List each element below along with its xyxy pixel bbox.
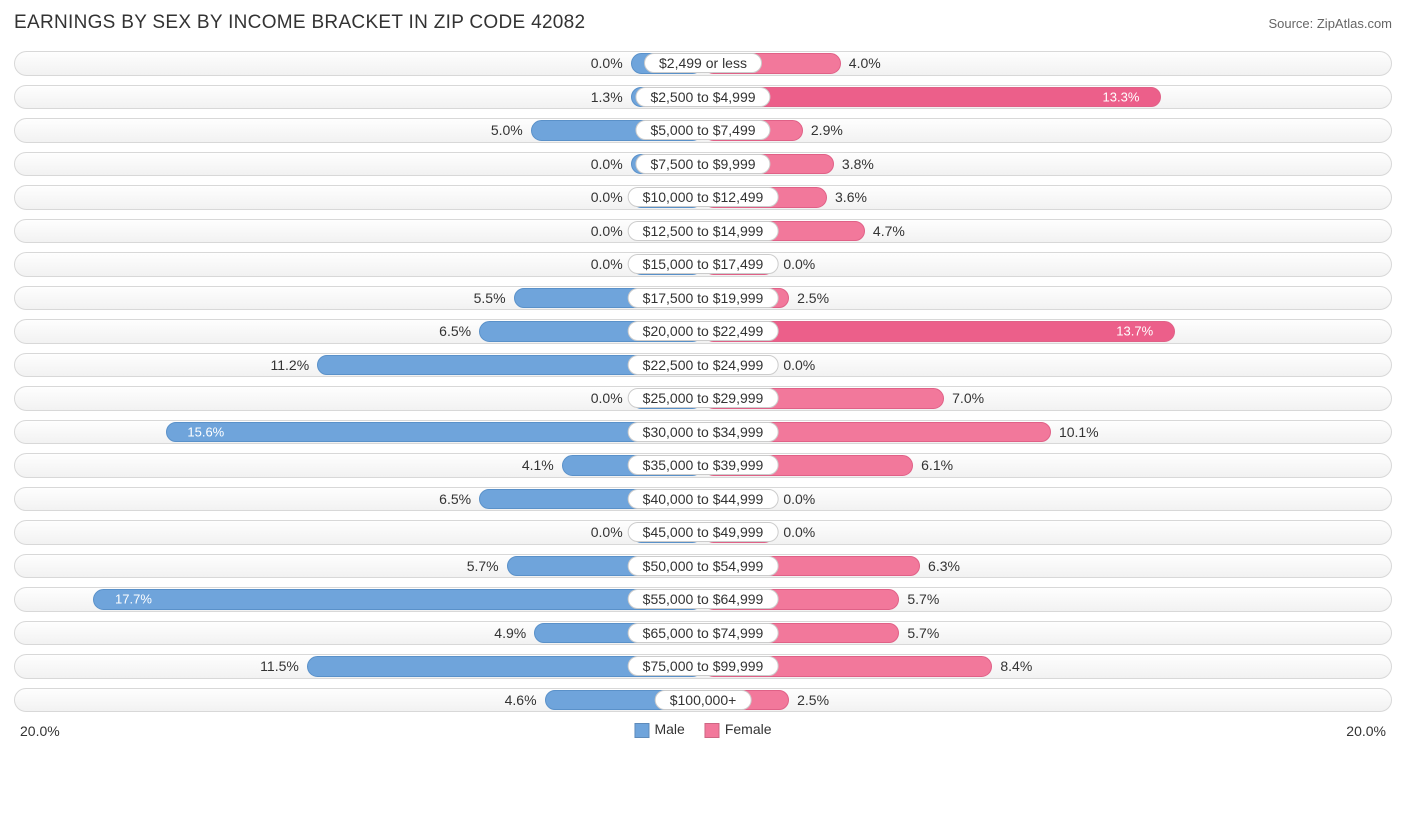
male-value: 5.7% xyxy=(467,558,507,574)
chart-row: 11.5% 8.4% $75,000 to $99,999 xyxy=(14,651,1392,682)
chart-row: 0.0% 4.7% $12,500 to $14,999 xyxy=(14,216,1392,247)
male-value: 4.6% xyxy=(505,692,545,708)
female-value: 13.3% xyxy=(1103,89,1148,104)
female-value: 0.0% xyxy=(775,524,815,540)
male-value: 1.3% xyxy=(591,89,631,105)
female-value: 0.0% xyxy=(775,357,815,373)
chart-row: 5.7% 6.3% $50,000 to $54,999 xyxy=(14,551,1392,582)
female-value: 4.7% xyxy=(865,223,905,239)
male-value: 4.9% xyxy=(494,625,534,641)
male-value: 15.6% xyxy=(179,424,224,439)
male-bar xyxy=(166,422,703,443)
bracket-label: $5,000 to $7,499 xyxy=(635,120,770,140)
chart-row: 6.5% 0.0%$40,000 to $44,999 xyxy=(14,484,1392,515)
bracket-label: $15,000 to $17,499 xyxy=(628,254,779,274)
bracket-label: $2,499 or less xyxy=(644,53,762,73)
bracket-label: $17,500 to $19,999 xyxy=(628,288,779,308)
bracket-label: $10,000 to $12,499 xyxy=(628,187,779,207)
chart-row: 0.0% 0.0%$15,000 to $17,499 xyxy=(14,249,1392,280)
female-value: 7.0% xyxy=(944,390,984,406)
bracket-label: $25,000 to $29,999 xyxy=(628,388,779,408)
chart-row: 17.7% 5.7% $55,000 to $64,999 xyxy=(14,584,1392,615)
male-value: 0.0% xyxy=(591,390,631,406)
bracket-label: $12,500 to $14,999 xyxy=(628,221,779,241)
male-value: 0.0% xyxy=(591,156,631,172)
female-value: 3.8% xyxy=(834,156,874,172)
female-value: 6.3% xyxy=(920,558,960,574)
female-value: 6.1% xyxy=(913,457,953,473)
chart-row: 6.5% 13.7% $20,000 to $22,499 xyxy=(14,316,1392,347)
axis-right-max: 20.0% xyxy=(1346,723,1386,739)
bracket-label: $50,000 to $54,999 xyxy=(628,556,779,576)
bracket-label: $2,500 to $4,999 xyxy=(635,87,770,107)
chart-row: 15.6% 10.1% $30,000 to $34,999 xyxy=(14,417,1392,448)
male-value: 5.5% xyxy=(474,290,514,306)
bracket-label: $65,000 to $74,999 xyxy=(628,623,779,643)
chart-header: EARNINGS BY SEX BY INCOME BRACKET IN ZIP… xyxy=(14,12,1392,34)
bracket-label: $40,000 to $44,999 xyxy=(628,489,779,509)
male-value: 0.0% xyxy=(591,256,631,272)
chart-title: EARNINGS BY SEX BY INCOME BRACKET IN ZIP… xyxy=(14,12,585,34)
chart-row: 0.0% 7.0% $25,000 to $29,999 xyxy=(14,383,1392,414)
chart-source: Source: ZipAtlas.com xyxy=(1268,16,1392,31)
female-value: 10.1% xyxy=(1051,424,1099,440)
chart-legend: Male Female xyxy=(634,721,771,738)
female-value: 8.4% xyxy=(992,658,1032,674)
female-value: 5.7% xyxy=(899,625,939,641)
male-value: 6.5% xyxy=(439,323,479,339)
bracket-label: $35,000 to $39,999 xyxy=(628,455,779,475)
male-bar xyxy=(93,589,703,610)
legend-female-swatch xyxy=(705,723,720,738)
legend-female: Female xyxy=(705,721,772,738)
female-value: 4.0% xyxy=(841,55,881,71)
legend-male: Male xyxy=(634,721,684,738)
male-value: 0.0% xyxy=(591,189,631,205)
bracket-label: $55,000 to $64,999 xyxy=(628,589,779,609)
chart-row: 1.3% 13.3% $2,500 to $4,999 xyxy=(14,82,1392,113)
male-value: 0.0% xyxy=(591,223,631,239)
female-bar xyxy=(703,87,1161,108)
male-value: 11.2% xyxy=(271,357,318,373)
diverging-bar-chart: 0.0% 4.0% $2,499 or less 1.3% 13.3% $2,500 to… xyxy=(14,48,1392,715)
chart-row: 0.0% 4.0% $2,499 or less xyxy=(14,48,1392,79)
legend-male-label: Male xyxy=(654,721,684,737)
bracket-label: $22,500 to $24,999 xyxy=(628,355,779,375)
bracket-label: $20,000 to $22,499 xyxy=(628,321,779,341)
female-value: 2.5% xyxy=(789,290,829,306)
chart-row: 11.2% 0.0%$22,500 to $24,999 xyxy=(14,350,1392,381)
bracket-label: $7,500 to $9,999 xyxy=(635,154,770,174)
male-value: 0.0% xyxy=(591,55,631,71)
male-value: 5.0% xyxy=(491,122,531,138)
chart-row: 4.9% 5.7% $65,000 to $74,999 xyxy=(14,618,1392,649)
chart-row: 4.1% 6.1% $35,000 to $39,999 xyxy=(14,450,1392,481)
bracket-label: $45,000 to $49,999 xyxy=(628,522,779,542)
bracket-label: $75,000 to $99,999 xyxy=(628,656,779,676)
male-value: 17.7% xyxy=(107,592,152,607)
female-value: 5.7% xyxy=(899,591,939,607)
chart-row: 0.0% 3.6% $10,000 to $12,499 xyxy=(14,182,1392,213)
chart-row: 5.5% 2.5% $17,500 to $19,999 xyxy=(14,283,1392,314)
male-value: 0.0% xyxy=(591,524,631,540)
chart-row: 5.0% 2.9% $5,000 to $7,499 xyxy=(14,115,1392,146)
female-value: 2.9% xyxy=(803,122,843,138)
chart-row: 4.6% 2.5% $100,000+ xyxy=(14,685,1392,716)
male-value: 11.5% xyxy=(260,658,307,674)
chart-row: 0.0% 3.8% $7,500 to $9,999 xyxy=(14,149,1392,180)
female-value: 3.6% xyxy=(827,189,867,205)
female-value: 0.0% xyxy=(775,491,815,507)
legend-male-swatch xyxy=(634,723,649,738)
female-value: 0.0% xyxy=(775,256,815,272)
male-value: 4.1% xyxy=(522,457,562,473)
female-value: 13.7% xyxy=(1116,324,1161,339)
chart-row: 0.0% 0.0%$45,000 to $49,999 xyxy=(14,517,1392,548)
chart-footer: 20.0% Male Female 20.0% xyxy=(14,721,1392,749)
axis-left-max: 20.0% xyxy=(20,723,60,739)
bracket-label: $30,000 to $34,999 xyxy=(628,422,779,442)
legend-female-label: Female xyxy=(725,721,772,737)
female-value: 2.5% xyxy=(789,692,829,708)
bracket-label: $100,000+ xyxy=(655,690,752,710)
male-value: 6.5% xyxy=(439,491,479,507)
